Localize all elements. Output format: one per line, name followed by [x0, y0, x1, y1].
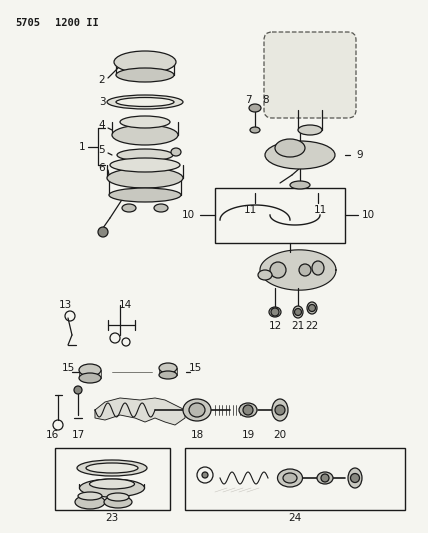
Ellipse shape	[116, 98, 174, 107]
Circle shape	[321, 474, 329, 482]
Ellipse shape	[154, 204, 168, 212]
Circle shape	[202, 472, 208, 478]
Ellipse shape	[79, 364, 101, 376]
Ellipse shape	[283, 473, 297, 483]
Ellipse shape	[269, 307, 281, 317]
Bar	[159, 368, 177, 375]
Text: 6: 6	[99, 163, 105, 173]
Text: 11: 11	[313, 205, 327, 215]
Text: 12: 12	[268, 321, 282, 331]
Text: 24: 24	[288, 513, 302, 523]
Ellipse shape	[265, 141, 335, 169]
Text: 20: 20	[273, 430, 287, 440]
Ellipse shape	[183, 399, 211, 421]
Bar	[215, 188, 345, 243]
Polygon shape	[95, 398, 185, 425]
Text: 15: 15	[188, 363, 202, 373]
Circle shape	[74, 386, 82, 394]
Ellipse shape	[293, 306, 303, 318]
Ellipse shape	[249, 104, 261, 112]
Bar	[55, 448, 170, 510]
Circle shape	[243, 405, 253, 415]
Ellipse shape	[80, 479, 145, 497]
Text: 8: 8	[263, 95, 269, 105]
Text: 10: 10	[361, 210, 374, 220]
Ellipse shape	[79, 373, 101, 383]
Ellipse shape	[159, 371, 177, 379]
Ellipse shape	[275, 139, 305, 157]
Ellipse shape	[298, 125, 322, 135]
Text: 18: 18	[190, 430, 204, 440]
Text: 22: 22	[305, 321, 318, 331]
Ellipse shape	[239, 403, 257, 417]
Ellipse shape	[258, 270, 272, 280]
Text: 3: 3	[99, 97, 105, 107]
Text: 1200 II: 1200 II	[55, 18, 99, 28]
Ellipse shape	[122, 204, 136, 212]
Circle shape	[271, 308, 279, 316]
Ellipse shape	[86, 463, 138, 473]
Ellipse shape	[317, 472, 333, 484]
Circle shape	[309, 304, 315, 311]
Ellipse shape	[272, 399, 288, 421]
Ellipse shape	[110, 158, 180, 172]
Ellipse shape	[112, 125, 178, 145]
Ellipse shape	[77, 460, 147, 476]
Ellipse shape	[104, 496, 132, 508]
Ellipse shape	[89, 479, 134, 489]
Circle shape	[270, 262, 286, 278]
Ellipse shape	[107, 168, 183, 188]
Text: 16: 16	[45, 430, 59, 440]
Ellipse shape	[348, 468, 362, 488]
Ellipse shape	[171, 148, 181, 156]
Ellipse shape	[189, 403, 205, 417]
Ellipse shape	[307, 302, 317, 314]
Circle shape	[294, 309, 301, 316]
Text: 21: 21	[291, 321, 305, 331]
Text: 17: 17	[71, 430, 85, 440]
Bar	[185, 448, 405, 510]
Text: 15: 15	[61, 363, 74, 373]
Ellipse shape	[107, 95, 183, 109]
Ellipse shape	[159, 363, 177, 373]
Text: 13: 13	[58, 300, 71, 310]
Ellipse shape	[116, 68, 174, 82]
Text: 4: 4	[99, 120, 105, 130]
Ellipse shape	[277, 469, 303, 487]
Ellipse shape	[250, 127, 260, 133]
Text: 2: 2	[99, 75, 105, 85]
Ellipse shape	[109, 188, 181, 202]
Ellipse shape	[117, 149, 173, 161]
Text: 9: 9	[357, 150, 363, 160]
Circle shape	[275, 405, 285, 415]
Circle shape	[98, 227, 108, 237]
Ellipse shape	[290, 181, 310, 189]
Text: 14: 14	[119, 300, 132, 310]
Circle shape	[299, 264, 311, 276]
Text: 5705: 5705	[15, 18, 40, 28]
Text: 19: 19	[241, 430, 255, 440]
Bar	[79, 370, 101, 378]
FancyBboxPatch shape	[264, 32, 356, 118]
Ellipse shape	[120, 116, 170, 128]
Text: 5: 5	[99, 145, 105, 155]
Text: 10: 10	[181, 210, 195, 220]
Ellipse shape	[107, 493, 129, 501]
Text: 11: 11	[244, 205, 257, 215]
Ellipse shape	[75, 495, 105, 509]
Text: 7: 7	[245, 95, 251, 105]
Circle shape	[351, 473, 360, 482]
Text: 23: 23	[105, 513, 119, 523]
Polygon shape	[260, 250, 336, 290]
Ellipse shape	[312, 261, 324, 275]
Ellipse shape	[78, 492, 102, 500]
Ellipse shape	[114, 51, 176, 73]
Text: 1: 1	[79, 142, 85, 152]
